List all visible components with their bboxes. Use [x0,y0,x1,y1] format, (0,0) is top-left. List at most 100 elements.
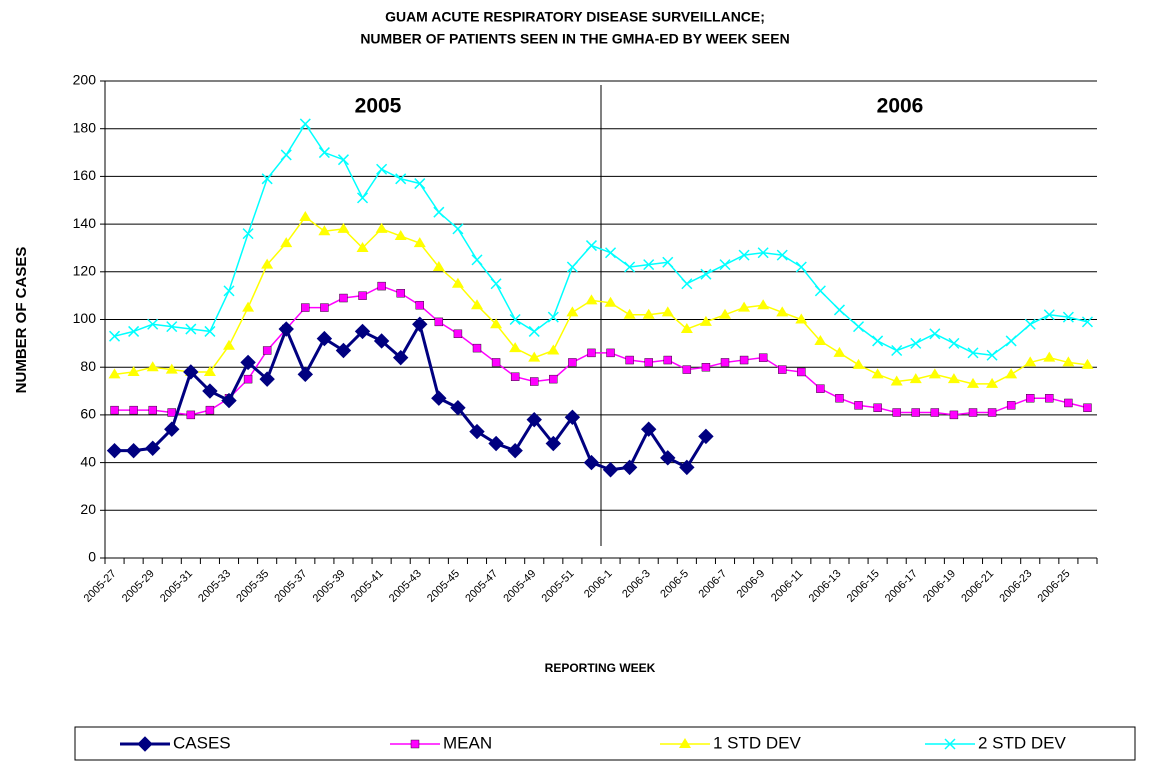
marker [528,351,541,362]
marker [776,306,789,317]
marker [433,206,445,218]
marker [278,321,294,337]
marker [797,367,806,377]
marker [185,323,197,335]
x-tick-label: 2005-27 [82,568,119,605]
marker [967,377,979,388]
marker [833,304,845,316]
marker [373,333,390,349]
marker [545,435,562,452]
marker [947,373,960,384]
marker [719,308,731,319]
marker [526,411,542,428]
x-tick-label: 2005-37 [272,568,309,605]
marker [261,258,274,269]
x-tick-label: 2005-33 [196,568,233,605]
marker [911,408,920,417]
marker [1081,358,1094,369]
marker [605,247,617,259]
marker [339,293,348,303]
marker [930,408,940,417]
marker [129,405,138,415]
legend-label: 2 STD DEV [978,733,1067,752]
marker [1024,356,1037,367]
marker [833,346,846,357]
y-tick-label: 140 [73,215,97,231]
x-tick-label: 2005-31 [158,568,195,605]
marker [967,347,979,359]
marker [453,329,463,339]
marker [1043,309,1055,321]
marker [699,315,712,326]
marker [602,462,619,478]
marker [356,241,369,252]
marker [758,353,768,362]
marker [1083,403,1092,412]
marker [223,339,235,350]
marker [795,261,807,273]
marker [164,421,180,437]
marker [392,349,409,366]
marker [739,355,749,365]
x-tick-label: 2006-19 [921,568,958,605]
marker [757,247,769,259]
marker [566,261,578,273]
marker [852,358,865,369]
marker [663,355,672,365]
marker [377,281,386,291]
marker [507,442,523,459]
marker [413,237,426,248]
marker [410,739,420,749]
marker [320,303,329,312]
marker [146,361,159,372]
chart-title: GUAM ACUTE RESPIRATORY DISEASE SURVEILLA… [385,9,765,25]
marker [451,277,464,288]
x-tick-label: 2006-15 [845,568,882,605]
marker [738,301,751,312]
marker [854,401,863,410]
legend-label: MEAN [443,733,492,752]
marker [357,192,369,204]
marker [1026,394,1035,403]
x-tick-label: 2005-35 [234,568,271,605]
x-tick-label: 2006-21 [959,568,996,605]
marker [547,344,560,355]
x-tick-label: 2005-39 [311,568,348,605]
marker [490,278,502,290]
marker [776,249,788,261]
annotation: 2005 [355,95,402,118]
marker [452,223,464,235]
marker [510,372,520,381]
marker [530,377,539,386]
marker [137,736,153,752]
marker [778,365,787,374]
x-tick-label: 2006-17 [883,568,920,605]
marker [892,408,901,417]
chart-subtitle: NUMBER OF PATIENTS SEEN IN THE GMHA-ED B… [360,31,789,47]
marker [243,374,253,384]
x-tick-label: 2006-25 [1036,568,1073,605]
marker [242,228,254,240]
x-tick-label: 2005-49 [501,568,538,605]
legend-label: CASES [173,733,231,752]
marker [891,344,903,357]
marker [795,313,808,324]
x-tick-label: 2006-7 [696,568,729,601]
marker [509,342,522,353]
marker [415,300,424,310]
y-tick-label: 120 [73,263,97,279]
marker [354,323,371,340]
marker [890,375,903,386]
y-tick-label: 40 [80,453,96,469]
marker [144,440,161,456]
marker [491,358,501,367]
marker [738,249,750,261]
x-tick-label: 2006-11 [769,568,805,604]
y-tick-label: 80 [80,358,96,374]
marker [488,435,504,452]
marker [757,299,770,310]
marker [910,337,922,349]
x-tick-label: 2006-9 [735,568,768,601]
marker [1005,335,1017,347]
marker [318,225,331,236]
